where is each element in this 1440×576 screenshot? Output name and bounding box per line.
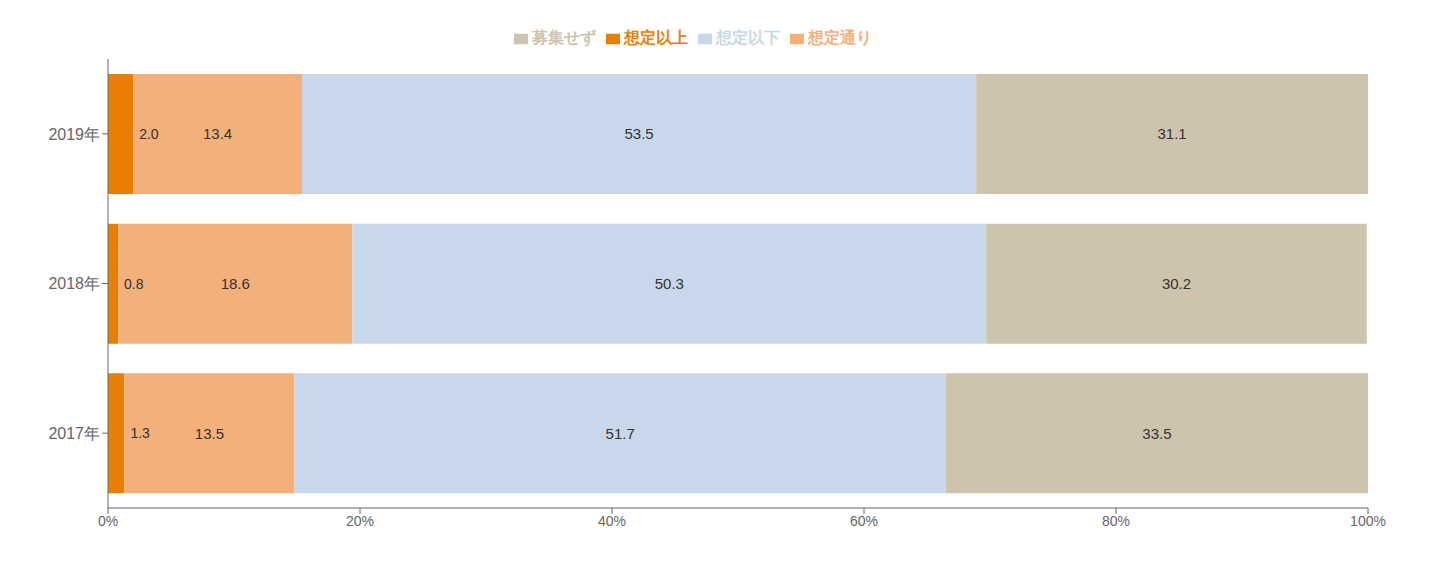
html-text:募集せず: 募集せず — [532, 29, 596, 46]
svg-text:60%: 60% — [850, 513, 878, 529]
svg-text:100%: 100% — [1350, 513, 1386, 529]
svg-text:2.0: 2.0 — [139, 126, 159, 142]
svg-text:0%: 0% — [98, 513, 118, 529]
svg-text:2018年: 2018年 — [48, 275, 100, 292]
svg-text:33.5: 33.5 — [1142, 425, 1171, 442]
html-text:想定以上: 想定以上 — [624, 29, 688, 46]
svg-text:13.5: 13.5 — [195, 425, 224, 442]
svg-text:51.7: 51.7 — [606, 425, 635, 442]
svg-text:30.2: 30.2 — [1162, 275, 1191, 292]
svg-text:13.4: 13.4 — [203, 125, 232, 142]
html-text:想定以下: 想定以下 — [716, 29, 780, 46]
svg-text:1.3: 1.3 — [130, 425, 150, 441]
svg-text:40%: 40% — [598, 513, 626, 529]
svg-text:20%: 20% — [346, 513, 374, 529]
svg-text:18.6: 18.6 — [221, 275, 250, 292]
svg-text:80%: 80% — [1102, 513, 1130, 529]
svg-text:0.8: 0.8 — [124, 276, 144, 292]
svg-text:53.5: 53.5 — [624, 125, 653, 142]
svg-text:2019年: 2019年 — [48, 126, 100, 143]
svg-text:31.1: 31.1 — [1157, 125, 1186, 142]
svg-text:50.3: 50.3 — [655, 275, 684, 292]
html-text:想定通り: 想定通り — [808, 29, 872, 46]
svg-text:2017年: 2017年 — [48, 425, 100, 442]
